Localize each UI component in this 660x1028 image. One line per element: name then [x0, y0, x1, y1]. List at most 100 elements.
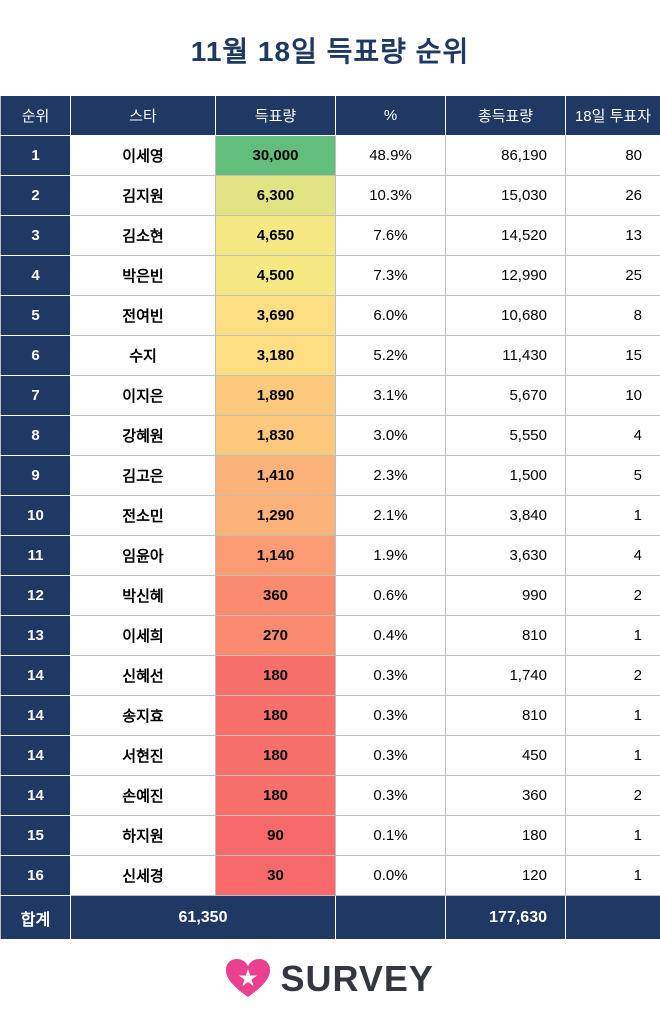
cell-votes: 360: [216, 576, 336, 616]
cell-rank: 6: [1, 336, 71, 376]
cell-star: 이지은: [71, 376, 216, 416]
cell-voters: 1: [566, 856, 660, 896]
cell-votes: 1,140: [216, 536, 336, 576]
table-header-row: 순위 스타 득표량 % 총득표량 18일 투표자: [1, 96, 660, 136]
cell-pct: 5.2%: [336, 336, 446, 376]
cell-voters: 2: [566, 576, 660, 616]
table-row: 6수지3,1805.2%11,43015: [1, 336, 660, 376]
footer-label: 합계: [1, 896, 71, 940]
table-row: 3김소현4,6507.6%14,52013: [1, 216, 660, 256]
cell-pct: 0.1%: [336, 816, 446, 856]
heart-icon: [226, 959, 270, 999]
footer-grand-total: 177,630: [446, 896, 566, 940]
cell-voters: 4: [566, 536, 660, 576]
cell-star: 강혜원: [71, 416, 216, 456]
cell-pct: 7.6%: [336, 216, 446, 256]
table-footer-row: 합계 61,350 177,630: [1, 896, 660, 940]
table-row: 11임윤아1,1401.9%3,6304: [1, 536, 660, 576]
col-total: 총득표량: [446, 96, 566, 136]
cell-rank: 2: [1, 176, 71, 216]
cell-star: 이세영: [71, 136, 216, 176]
cell-voters: 10: [566, 376, 660, 416]
cell-rank: 14: [1, 776, 71, 816]
cell-pct: 3.0%: [336, 416, 446, 456]
cell-votes: 1,290: [216, 496, 336, 536]
footer-empty-pct: [336, 896, 446, 940]
cell-rank: 16: [1, 856, 71, 896]
cell-total: 86,190: [446, 136, 566, 176]
cell-star: 서현진: [71, 736, 216, 776]
cell-voters: 26: [566, 176, 660, 216]
cell-rank: 10: [1, 496, 71, 536]
table-row: 15하지원900.1%1801: [1, 816, 660, 856]
cell-rank: 14: [1, 656, 71, 696]
cell-total: 10,680: [446, 296, 566, 336]
cell-total: 450: [446, 736, 566, 776]
cell-votes: 30: [216, 856, 336, 896]
table-row: 5전여빈3,6906.0%10,6808: [1, 296, 660, 336]
table-row: 12박신혜3600.6%9902: [1, 576, 660, 616]
cell-pct: 2.1%: [336, 496, 446, 536]
cell-voters: 1: [566, 816, 660, 856]
cell-total: 120: [446, 856, 566, 896]
cell-votes: 180: [216, 776, 336, 816]
cell-votes: 3,180: [216, 336, 336, 376]
cell-voters: 1: [566, 736, 660, 776]
cell-star: 김소현: [71, 216, 216, 256]
table-row: 10전소민1,2902.1%3,8401: [1, 496, 660, 536]
cell-star: 이세희: [71, 616, 216, 656]
table-row: 8강혜원1,8303.0%5,5504: [1, 416, 660, 456]
cell-total: 1,500: [446, 456, 566, 496]
cell-pct: 0.0%: [336, 856, 446, 896]
cell-star: 신혜선: [71, 656, 216, 696]
cell-rank: 15: [1, 816, 71, 856]
cell-votes: 1,890: [216, 376, 336, 416]
cell-total: 360: [446, 776, 566, 816]
cell-total: 12,990: [446, 256, 566, 296]
cell-pct: 3.1%: [336, 376, 446, 416]
ranking-container: 11월 18일 득표량 순위 순위 스타 득표량 % 총득표량 18일 투표자 …: [0, 0, 660, 1028]
table-row: 1이세영30,00048.9%86,19080: [1, 136, 660, 176]
cell-pct: 0.3%: [336, 776, 446, 816]
cell-voters: 5: [566, 456, 660, 496]
cell-rank: 3: [1, 216, 71, 256]
logo-text: SURVEY: [281, 958, 434, 1000]
cell-voters: 2: [566, 776, 660, 816]
table-row: 9김고은1,4102.3%1,5005: [1, 456, 660, 496]
cell-rank: 12: [1, 576, 71, 616]
cell-rank: 14: [1, 736, 71, 776]
cell-pct: 1.9%: [336, 536, 446, 576]
cell-rank: 8: [1, 416, 71, 456]
table-body: 1이세영30,00048.9%86,190802김지원6,30010.3%15,…: [1, 136, 660, 896]
cell-star: 박신혜: [71, 576, 216, 616]
table-row: 14서현진1800.3%4501: [1, 736, 660, 776]
cell-voters: 2: [566, 656, 660, 696]
cell-pct: 10.3%: [336, 176, 446, 216]
cell-total: 3,630: [446, 536, 566, 576]
cell-voters: 15: [566, 336, 660, 376]
cell-star: 김지원: [71, 176, 216, 216]
logo: SURVEY: [0, 940, 660, 1028]
cell-star: 전소민: [71, 496, 216, 536]
cell-votes: 180: [216, 656, 336, 696]
cell-rank: 1: [1, 136, 71, 176]
col-star: 스타: [71, 96, 216, 136]
col-votes: 득표량: [216, 96, 336, 136]
cell-rank: 4: [1, 256, 71, 296]
cell-voters: 1: [566, 496, 660, 536]
cell-voters: 25: [566, 256, 660, 296]
table-row: 7이지은1,8903.1%5,67010: [1, 376, 660, 416]
cell-voters: 1: [566, 616, 660, 656]
cell-star: 임윤아: [71, 536, 216, 576]
cell-rank: 11: [1, 536, 71, 576]
table-row: 2김지원6,30010.3%15,03026: [1, 176, 660, 216]
footer-empty-voters: [566, 896, 660, 940]
cell-pct: 6.0%: [336, 296, 446, 336]
cell-total: 11,430: [446, 336, 566, 376]
cell-votes: 3,690: [216, 296, 336, 336]
cell-rank: 5: [1, 296, 71, 336]
cell-total: 5,670: [446, 376, 566, 416]
cell-votes: 4,500: [216, 256, 336, 296]
ranking-table: 순위 스타 득표량 % 총득표량 18일 투표자 1이세영30,00048.9%…: [0, 95, 660, 940]
cell-total: 14,520: [446, 216, 566, 256]
